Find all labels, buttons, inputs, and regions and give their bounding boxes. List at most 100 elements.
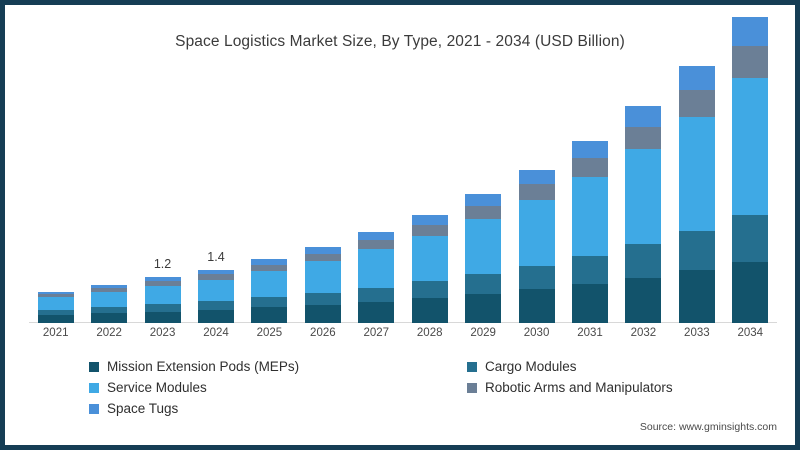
x-axis-tick-label: 2034 (737, 327, 764, 339)
bar-segment (625, 277, 662, 323)
stacked-bar[interactable] (678, 65, 715, 323)
bar-segment (251, 271, 288, 298)
bar-segment (625, 149, 662, 245)
bar-group (617, 105, 670, 323)
legend-item[interactable]: Space Tugs (89, 401, 178, 416)
bar-segment (37, 291, 74, 295)
bar-segment (678, 65, 715, 90)
stacked-bar[interactable] (465, 194, 502, 323)
stacked-bar[interactable] (518, 170, 555, 323)
x-axis-tick-label: 2023 (149, 327, 176, 339)
x-axis-tick-label: 2022 (96, 327, 122, 339)
bar-segment (251, 264, 288, 272)
bar-segment (251, 307, 288, 323)
x-axis-tick-label: 2030 (523, 327, 550, 339)
stacked-bar[interactable] (37, 291, 74, 323)
bar-segment (625, 105, 662, 127)
axis-baseline (29, 322, 777, 323)
bar-segment (91, 291, 128, 307)
x-axis-tick-label: 2032 (630, 327, 657, 339)
bar-segment (732, 16, 769, 47)
chart-legend: Mission Extension Pods (MEPs) Cargo Modul… (89, 359, 729, 421)
bar-segment (465, 194, 502, 207)
legend-item[interactable]: Mission Extension Pods (MEPs) (89, 359, 299, 374)
stacked-bar[interactable] (251, 258, 288, 323)
stacked-bar[interactable] (197, 269, 234, 323)
x-axis-tick-label: 2025 (256, 327, 283, 339)
bar-segment (304, 292, 341, 305)
bar-segment (144, 304, 181, 312)
bar-value-label: 1.2 (153, 257, 172, 272)
bar-segment (678, 231, 715, 271)
legend-item[interactable]: Service Modules (89, 380, 207, 395)
stacked-bar[interactable] (732, 16, 769, 323)
stacked-bar[interactable] (91, 284, 128, 323)
bar-group (243, 258, 296, 323)
bar-segment (91, 287, 128, 292)
legend-label: Service Modules (107, 380, 207, 395)
bar-segment (251, 297, 288, 308)
bar-segment (358, 240, 395, 250)
bar-segment (91, 284, 128, 288)
bar-group (296, 246, 349, 323)
stacked-bar[interactable] (571, 141, 608, 323)
bar-segment (571, 176, 608, 257)
bar-group (563, 141, 616, 323)
bar-segment (304, 304, 341, 323)
bar-segment (251, 258, 288, 265)
bar-segment (144, 281, 181, 287)
legend-item[interactable]: Cargo Modules (467, 359, 577, 374)
bar-segment (197, 301, 234, 310)
x-axis-ticks: 2021 2022 2023 2024 2025 2026 2027 2028 2029 2030… (29, 327, 777, 347)
bar-group (510, 170, 563, 323)
legend-swatch-icon (467, 382, 477, 393)
bar-group (82, 284, 135, 323)
bar-segment (197, 309, 234, 323)
stacked-bar[interactable] (304, 246, 341, 323)
bar-segment (518, 265, 555, 290)
legend-swatch-icon (89, 382, 99, 393)
bar-segment (91, 313, 128, 323)
stacked-bar[interactable] (144, 277, 181, 323)
bar-segment (625, 244, 662, 278)
bar-segment (678, 116, 715, 232)
bar-group: 1.2 (136, 257, 189, 323)
x-axis-tick-label: 2031 (577, 327, 603, 339)
bar-segment (571, 256, 608, 285)
stacked-bar[interactable] (625, 105, 662, 323)
legend-swatch-icon (89, 361, 99, 372)
legend-label: Cargo Modules (485, 359, 577, 374)
bar-segment (625, 126, 662, 150)
bar-segment (358, 301, 395, 323)
bar-segment (37, 297, 74, 310)
bar-segment (91, 307, 128, 314)
stacked-bar[interactable] (358, 231, 395, 323)
bar-segment (732, 261, 769, 323)
legend-label: Mission Extension Pods (MEPs) (107, 359, 300, 374)
bar-segment (37, 314, 74, 323)
bar-segment (358, 249, 395, 288)
bar-segment (518, 170, 555, 185)
bar-segment (358, 287, 395, 302)
x-axis-tick-label: 2024 (203, 327, 229, 339)
bar-group (403, 214, 456, 323)
legend-item[interactable]: Robotic Arms and Manipulators (467, 380, 673, 395)
bar-segment (411, 224, 448, 236)
legend-swatch-icon (467, 361, 477, 372)
plot-area: 1.2 1.4 (29, 16, 777, 323)
stacked-bar[interactable] (411, 214, 448, 323)
page-title: Space Logistics Market Size, By Type, 20… (175, 33, 625, 50)
bar-segment (465, 206, 502, 220)
bar-segment (678, 89, 715, 117)
bar-segment (732, 215, 769, 262)
bar-segment (358, 231, 395, 241)
bar-segment (411, 214, 448, 225)
bar-segment (144, 277, 181, 282)
bar-group (670, 65, 723, 323)
bar-segment (197, 269, 234, 275)
bar-segment (518, 184, 555, 200)
bar-segment (465, 294, 502, 323)
bar-segment (304, 261, 341, 293)
bar-group (456, 194, 509, 323)
